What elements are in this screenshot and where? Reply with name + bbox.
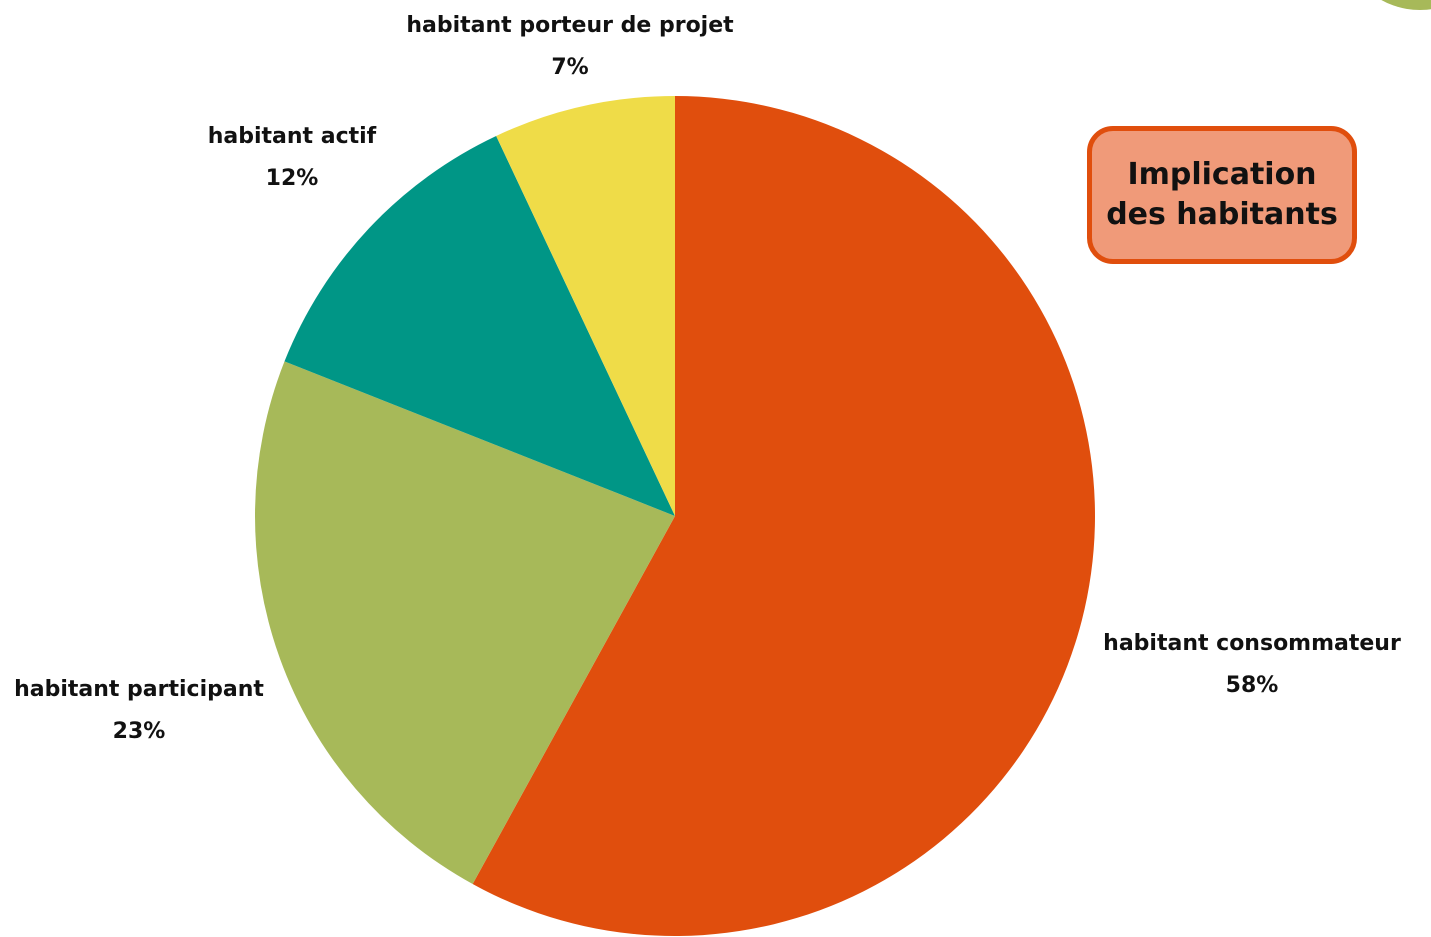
slice-value-label: 12% <box>266 166 319 191</box>
slice-name-label: habitant participant <box>14 677 264 702</box>
chart-title-box: Implication des habitants <box>1087 126 1357 264</box>
slice-name-label: habitant consommateur <box>1103 631 1401 656</box>
pie-slice-habitant-actif <box>284 135 675 516</box>
slice-value-label: 7% <box>551 55 588 80</box>
slice-name-label: habitant porteur de projet <box>406 13 734 38</box>
slice-value-label: 23% <box>113 719 166 744</box>
pie-slice-habitant-participant <box>254 361 676 885</box>
pie-slice-habitant-porteur-de-projet <box>496 95 675 516</box>
slice-name-label: habitant actif <box>208 124 377 149</box>
slice-value-label: 58% <box>1226 673 1279 698</box>
chart-title-line-1: Implication <box>1127 156 1317 192</box>
pie-slice-habitant-consommateur <box>472 96 1095 936</box>
chart-title-line-2: des habitants <box>1106 197 1338 232</box>
